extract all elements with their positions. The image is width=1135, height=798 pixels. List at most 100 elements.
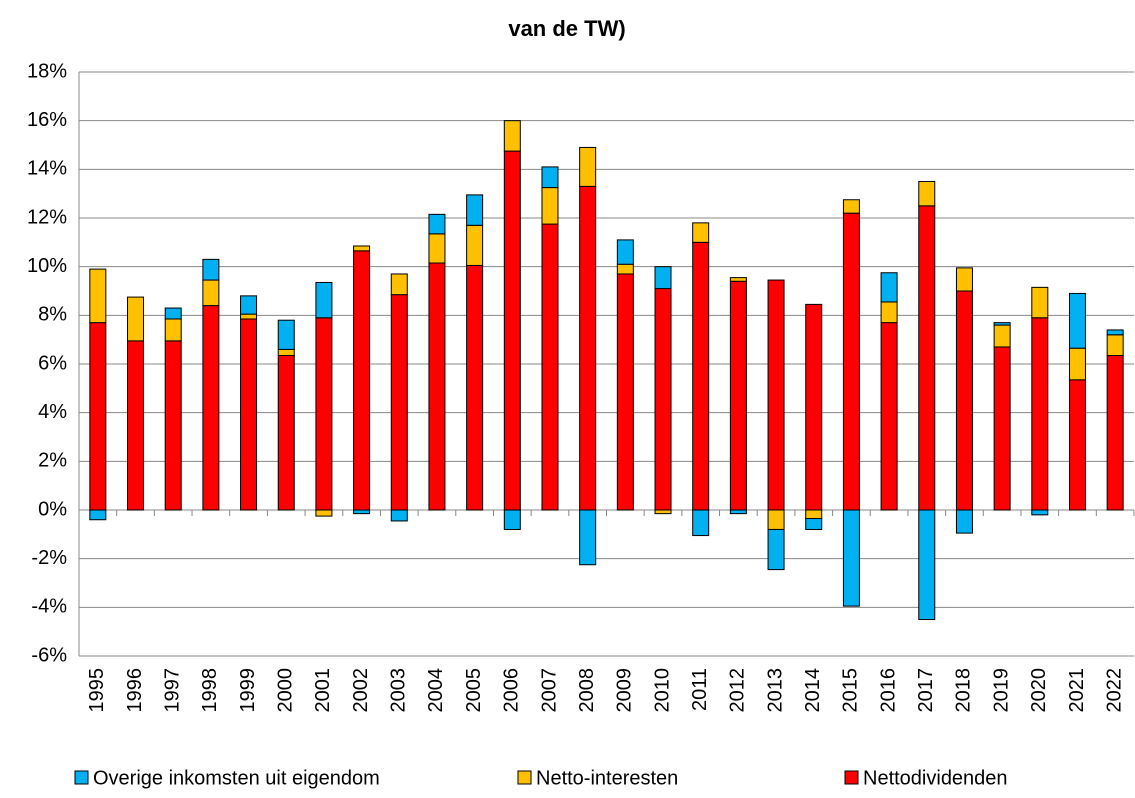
bar-segment (579, 146, 597, 187)
bar-segment (993, 346, 1011, 511)
bar-segment (202, 258, 220, 281)
y-tick-label: 4% (38, 401, 67, 423)
bar-segment (503, 150, 521, 511)
bar-segment (466, 194, 484, 226)
bar-segment (1031, 286, 1049, 319)
x-tick-label: 2004 (425, 668, 447, 713)
bar-segment (767, 528, 785, 571)
bar-segment (277, 354, 295, 511)
y-tick-label: 2% (38, 450, 67, 472)
bar-segment (277, 319, 295, 350)
y-tick-label: -4% (31, 596, 67, 618)
bar-segment (1031, 509, 1049, 516)
bar-segment (202, 279, 220, 307)
bar-segment (164, 307, 182, 320)
y-tick-label: 6% (38, 352, 67, 374)
x-tick-label: 2001 (312, 668, 334, 713)
x-tick-label: 1997 (161, 668, 183, 713)
bar-segment (616, 273, 634, 511)
x-tick-label: 2000 (275, 668, 297, 713)
y-tick-label: -6% (31, 644, 67, 666)
x-tick-label: 2015 (840, 668, 862, 713)
bar-segment (654, 509, 672, 515)
x-tick-label: 2022 (1103, 668, 1125, 713)
bar-segment (993, 324, 1011, 348)
x-tick-label: 2020 (1028, 668, 1050, 713)
bar-segment (918, 509, 936, 620)
bar-segment (127, 296, 145, 342)
bar-segment (315, 281, 333, 319)
x-tick-label: 2007 (538, 668, 560, 713)
legend-swatch (74, 770, 89, 785)
x-tick-label: 2011 (689, 668, 711, 711)
bar-segment (729, 277, 747, 282)
x-tick-label: 2019 (990, 668, 1012, 713)
legend-label: Netto-interesten (536, 767, 678, 789)
bar-segment (127, 340, 145, 511)
bar-segment (692, 241, 710, 511)
x-tick-label: 2003 (388, 668, 410, 713)
bar-segment (353, 509, 371, 515)
bar-segment (466, 264, 484, 511)
bar-segment (240, 318, 258, 511)
bar-segment (955, 290, 973, 511)
bar-segment (993, 322, 1011, 326)
bar-segment (1068, 379, 1086, 511)
bar-segment (89, 268, 107, 324)
bar-segment (541, 166, 559, 189)
y-tick-label: 12% (27, 206, 67, 228)
bar-segment (503, 120, 521, 152)
bar-segment (240, 295, 258, 315)
bar-segment (315, 509, 333, 517)
x-tick-label: 1998 (199, 668, 221, 713)
y-tick-label: 14% (27, 158, 67, 180)
bar-segment (164, 318, 182, 342)
bar-segment (955, 509, 973, 534)
y-tick-label: 16% (27, 109, 67, 131)
x-tick-label: 2014 (802, 668, 824, 713)
y-tick-label: 18% (27, 60, 67, 82)
legend-label: Overige inkomsten uit eigendom (93, 767, 380, 789)
x-tick-label: 1999 (237, 668, 259, 713)
bar-segment (842, 199, 860, 214)
x-tick-label: 2018 (953, 668, 975, 713)
bar-segment (1106, 329, 1124, 336)
bar-segment (880, 301, 898, 324)
x-tick-label: 2002 (350, 668, 372, 713)
bar-segment (503, 509, 521, 530)
bar-segment (466, 224, 484, 266)
bar-segment (842, 212, 860, 511)
x-tick-label: 2006 (501, 668, 523, 713)
bar-segment (729, 509, 747, 515)
bar-segment (1068, 292, 1086, 349)
bar-segment (428, 233, 446, 264)
bar-segment (805, 509, 823, 520)
legend-swatch (517, 770, 532, 785)
bar-segment (240, 313, 258, 320)
bar-segment (315, 317, 333, 511)
bar-segment (692, 222, 710, 243)
bar-segment (805, 303, 823, 511)
y-tick-label: -2% (31, 547, 67, 569)
bar-segment (767, 509, 785, 530)
x-tick-label: 2013 (764, 668, 786, 713)
chart-title: van de TW) (508, 16, 625, 41)
bar-segment (428, 213, 446, 235)
bar-segment (541, 223, 559, 511)
bar-segment (767, 279, 785, 511)
bar-segment (729, 280, 747, 511)
bar-segment (164, 340, 182, 511)
bar-segment (541, 187, 559, 225)
bar-segment (805, 518, 823, 530)
bar-segment (390, 273, 408, 296)
bar-segment (616, 239, 634, 265)
bar-segment (918, 181, 936, 207)
x-tick-label: 2012 (727, 668, 749, 713)
x-tick-label: 2021 (1066, 668, 1088, 713)
bar-segment (390, 509, 408, 522)
legend-label: Nettodividenden (863, 767, 1008, 789)
x-tick-label: 2005 (463, 668, 485, 713)
bar-segment (1068, 347, 1086, 381)
bar-segment (277, 348, 295, 356)
